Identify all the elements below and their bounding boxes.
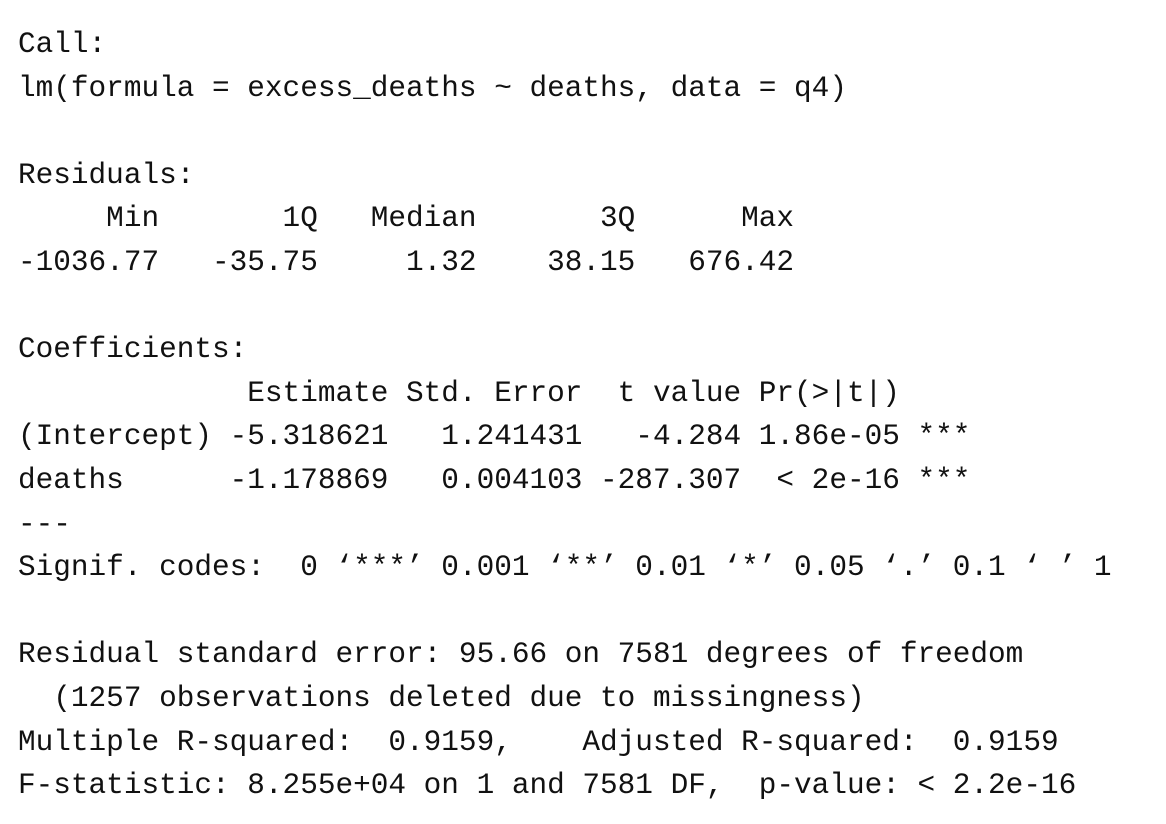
line: Estimate Std. Error t value Pr(>|t|) [18, 376, 900, 410]
line: Multiple R-squared: 0.9159, Adjusted R-s… [18, 725, 1059, 759]
line: -1036.77 -35.75 1.32 38.15 676.42 [18, 245, 795, 279]
line: --- [18, 507, 71, 541]
line: Signif. codes: 0 ‘***’ 0.001 ‘**’ 0.01 ‘… [18, 551, 1112, 585]
line: lm(formula = excess_deaths ~ deaths, dat… [18, 71, 847, 105]
blank-line [18, 110, 1112, 154]
line: Residual standard error: 95.66 on 7581 d… [18, 638, 1024, 672]
line: (1257 observations deleted due to missin… [18, 681, 865, 715]
line: Residuals: [18, 158, 195, 192]
line: Call: [18, 28, 107, 61]
blank-line [18, 590, 1112, 634]
console-output: Call: lm(formula = excess_deaths ~ death… [18, 23, 1112, 808]
line: Coefficients: [18, 333, 248, 367]
blank-line [18, 285, 1112, 329]
line: Min 1Q Median 3Q Max [18, 202, 795, 236]
line: F-statistic: 8.255e+04 on 1 and 7581 DF,… [18, 769, 1077, 803]
line: (Intercept) -5.318621 1.241431 -4.284 1.… [18, 420, 971, 454]
line: deaths -1.178869 0.004103 -287.307 < 2e-… [18, 463, 971, 497]
